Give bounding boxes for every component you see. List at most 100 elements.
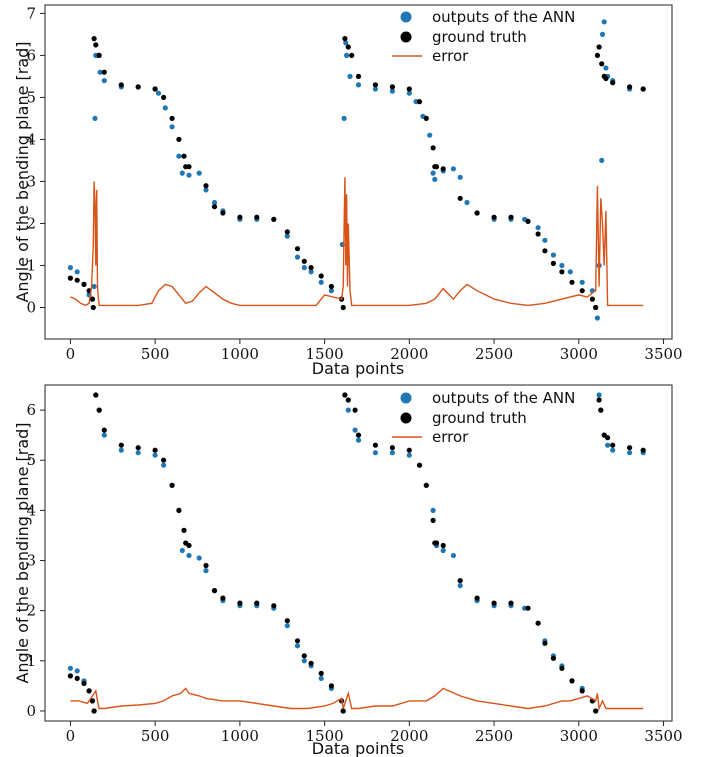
x-axis-label: Data points xyxy=(312,359,404,378)
outputs-of-the-ann-point xyxy=(601,19,607,25)
x-tick-label: 3000 xyxy=(560,345,598,363)
ground-truth-point xyxy=(93,42,99,48)
x-tick-label: 1000 xyxy=(221,345,259,363)
x-tick-label: 1500 xyxy=(306,727,344,745)
ground-truth-point xyxy=(161,94,167,100)
ground-truth-point xyxy=(89,698,95,704)
outputs-of-the-ann-point xyxy=(91,283,97,290)
outputs-of-the-ann-point xyxy=(355,82,362,88)
outputs-of-the-ann-point xyxy=(294,643,301,649)
outputs-of-the-ann-point xyxy=(196,555,202,561)
ground-truth-point xyxy=(161,457,167,463)
ground-truth-point xyxy=(169,482,175,488)
outputs-of-the-ann-point xyxy=(599,157,605,163)
outputs-of-the-ann-point xyxy=(450,552,456,559)
ground-truth-point xyxy=(603,75,609,82)
outputs-of-the-ann-point xyxy=(345,407,351,413)
ground-truth-point xyxy=(67,275,73,281)
outputs-of-the-ann-point xyxy=(603,65,609,71)
x-tick-label: 2500 xyxy=(475,345,513,363)
outputs-of-the-ann-point xyxy=(162,105,168,111)
outputs-of-the-ann-point xyxy=(284,233,290,239)
chart-top: 0 500 1000 1500 2000 2500 3000 3500 0 1 2 3 4 5 6 7 Da… xyxy=(13,4,683,378)
ground-truth-point xyxy=(599,61,605,67)
outputs-of-the-ann-point xyxy=(301,265,307,271)
legend: outputs of the ANN ground truth error xyxy=(392,8,575,65)
ground-truth-point xyxy=(294,638,301,644)
ground-truth-point xyxy=(416,462,423,468)
ground-truth-point xyxy=(220,595,226,601)
ground-truth-point xyxy=(328,283,334,290)
outputs-of-the-ann-point xyxy=(176,153,182,159)
ground-truth-point xyxy=(433,164,440,170)
ground-truth-point xyxy=(91,708,97,714)
outputs-of-the-ann-point xyxy=(406,452,412,458)
ground-truth-point xyxy=(176,507,182,513)
outputs-of-the-ann-point xyxy=(352,427,358,433)
ground-truth-point xyxy=(640,447,646,453)
outputs-of-the-ann-point xyxy=(97,69,103,75)
ground-truth-point xyxy=(81,281,87,287)
outputs-of-the-ann-point xyxy=(440,547,446,554)
ground-truth-point xyxy=(559,665,565,671)
y-tick-label: 1 xyxy=(26,256,36,274)
ground-truth-point xyxy=(640,86,646,92)
ground-truth-point xyxy=(457,195,463,201)
legend-ann-marker xyxy=(400,11,412,23)
x-tick-label: 2500 xyxy=(475,727,513,745)
ground-truth-point xyxy=(301,258,307,264)
ground-truth-point xyxy=(186,542,192,549)
ground-truth-point xyxy=(542,248,548,254)
ground-truth-point xyxy=(569,279,575,285)
ground-truth-point xyxy=(211,588,218,594)
outputs-of-the-ann-point xyxy=(74,269,80,275)
outputs-of-the-ann-point xyxy=(294,254,301,260)
ground-truth-point xyxy=(74,277,80,283)
outputs-of-the-ann-point xyxy=(432,176,438,182)
outputs-of-the-ann-point xyxy=(427,132,433,138)
ground-truth-point xyxy=(86,688,92,694)
ground-truth-point xyxy=(550,655,557,661)
ground-truth-point xyxy=(186,164,192,170)
ground-truth-point xyxy=(254,600,260,606)
outputs-of-the-ann-point xyxy=(186,172,192,178)
error-line xyxy=(70,177,644,307)
y-tick-label: 4 xyxy=(26,130,36,148)
plot-frame xyxy=(44,4,673,340)
ground-truth-point xyxy=(237,214,243,220)
ground-truth-point xyxy=(345,397,351,403)
ground-truth-point xyxy=(372,82,378,88)
x-tick-label: 0 xyxy=(66,345,76,363)
ground-truth-point xyxy=(271,216,277,222)
legend-error-label: error xyxy=(432,47,469,65)
outputs-of-the-ann-point xyxy=(610,447,616,453)
ground-truth-point xyxy=(74,675,80,682)
x-tick-label: 3000 xyxy=(560,727,598,745)
ground-truth-point xyxy=(596,44,602,50)
outputs-of-the-ann-point xyxy=(211,199,218,206)
ground-truth-point xyxy=(203,562,209,569)
ground-truth-point xyxy=(301,653,307,659)
x-tick-label: 1000 xyxy=(221,727,259,745)
ground-truth-point xyxy=(101,69,107,75)
ground-truth-point xyxy=(152,447,158,453)
ground-truth-point xyxy=(220,210,226,216)
ground-truth-point xyxy=(559,269,565,275)
outputs-of-the-ann-point xyxy=(308,269,314,275)
outputs-of-the-ann-point xyxy=(457,583,463,589)
ground-truth-point xyxy=(579,688,585,694)
ground-truth-point xyxy=(598,407,604,413)
outputs-of-the-ann-point xyxy=(550,252,557,258)
legend-truth-marker xyxy=(400,31,412,43)
outputs-of-the-ann-point xyxy=(389,88,395,94)
x-axis-label: Data points xyxy=(312,739,404,757)
ground-truth-point xyxy=(596,397,602,403)
y-tick-label: 0 xyxy=(26,298,36,316)
outputs-of-the-ann-point xyxy=(596,392,602,398)
y-tick-label: 0 xyxy=(26,702,36,720)
ground-truth-point xyxy=(169,115,175,121)
ground-truth-point xyxy=(211,204,218,210)
ground-truth-point xyxy=(340,304,346,311)
outputs-of-the-ann-point xyxy=(67,665,73,671)
ground-truth-point xyxy=(328,683,334,689)
